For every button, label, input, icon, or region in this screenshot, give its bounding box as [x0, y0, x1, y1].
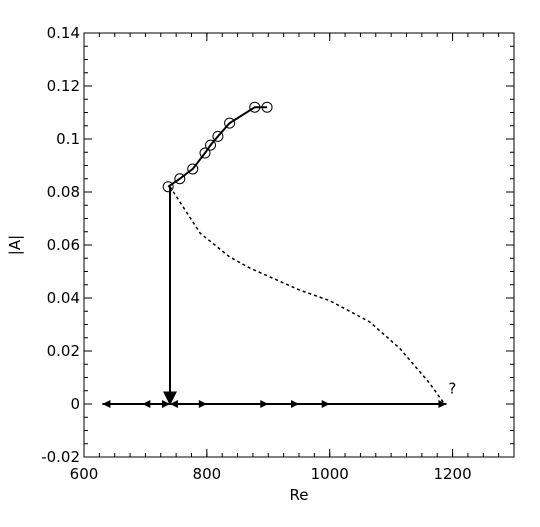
arrowhead — [291, 400, 299, 408]
arrowhead — [260, 400, 269, 408]
marker — [187, 163, 199, 175]
x-tick-label: 600 — [70, 465, 99, 483]
arrowhead — [142, 400, 151, 408]
arrowhead — [170, 400, 178, 408]
y-tick-label: 0.14 — [47, 24, 80, 42]
x-tick-label: 800 — [193, 465, 222, 483]
y-tick-label: 0.08 — [47, 183, 80, 201]
arrowhead — [102, 400, 111, 408]
marker — [174, 173, 186, 185]
y-tick-label: 0.1 — [56, 130, 80, 148]
series-line — [169, 186, 446, 405]
arrowhead — [321, 400, 330, 408]
arrowhead — [198, 400, 207, 408]
y-tick-label: 0.06 — [47, 236, 80, 254]
y-tick-label: 0.02 — [47, 342, 80, 360]
annotation: ? — [448, 379, 456, 397]
y-tick-label: -0.02 — [41, 448, 80, 466]
y-tick-label: 0 — [70, 395, 80, 413]
marker — [212, 130, 224, 142]
x-tick-label: 1000 — [311, 465, 349, 483]
arrowhead — [162, 400, 170, 408]
marker — [199, 147, 211, 159]
marker — [205, 139, 217, 151]
x-axis-label: Re — [290, 486, 309, 504]
y-tick-label: 0.12 — [47, 77, 80, 95]
marker — [261, 101, 273, 113]
marker — [249, 101, 261, 113]
marker — [224, 117, 236, 129]
arrowhead — [438, 400, 447, 408]
y-tick-label: 0.04 — [47, 289, 80, 307]
y-axis-label: |A| — [6, 235, 24, 255]
marker — [162, 181, 174, 193]
x-tick-label: 1200 — [433, 465, 471, 483]
